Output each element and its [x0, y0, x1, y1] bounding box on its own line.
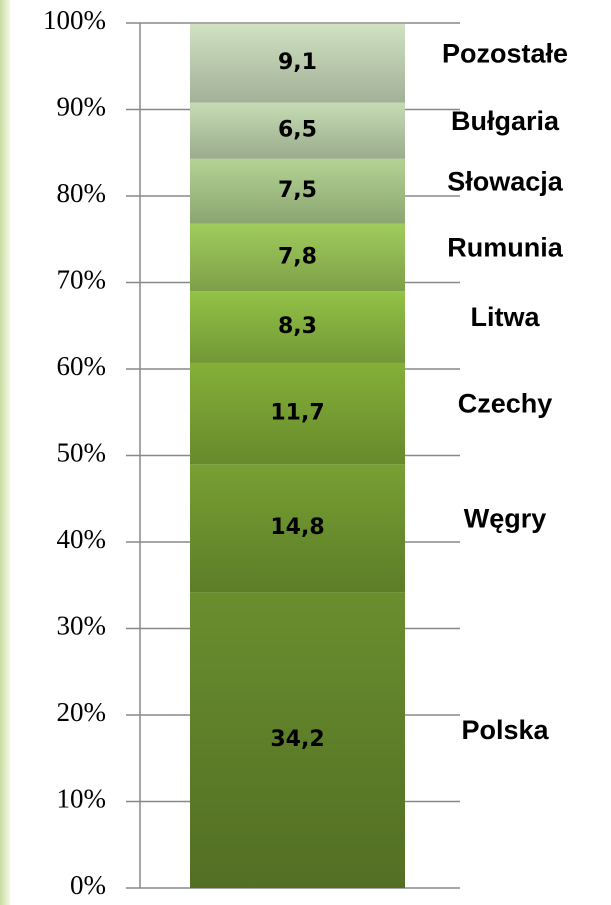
segment-shade [190, 223, 405, 292]
data-label: 9,1 [278, 50, 317, 75]
series-label: Pozostałe [442, 38, 568, 68]
data-label: 34,2 [270, 727, 324, 752]
data-label: 6,5 [278, 118, 317, 143]
series-label: Słowacja [447, 166, 564, 196]
series-label: Węgry [464, 503, 547, 533]
data-label: 7,8 [278, 244, 317, 269]
segment-shade [190, 592, 405, 888]
edge-strip [0, 0, 10, 905]
segment-shade [190, 23, 405, 103]
y-tick-label: 10% [57, 784, 107, 814]
series-label: Polska [461, 715, 549, 745]
series-label: Czechy [458, 389, 553, 419]
y-tick-label: 100% [43, 5, 106, 35]
segment-shade [190, 158, 405, 224]
y-tick-label: 50% [57, 438, 107, 468]
data-label: 14,8 [270, 515, 324, 540]
y-tick-label: 30% [57, 611, 107, 641]
y-tick-label: 90% [57, 92, 107, 122]
segment-shade [190, 464, 405, 593]
segment-shade [190, 291, 405, 363]
data-label: 11,7 [270, 401, 324, 426]
y-tick-label: 60% [57, 351, 107, 381]
data-label: 8,3 [278, 314, 317, 339]
segment-shade [190, 362, 405, 465]
data-label: 7,5 [278, 178, 317, 203]
y-tick-label: 80% [57, 178, 107, 208]
segment-shade [190, 102, 405, 159]
series-label: Rumunia [447, 233, 563, 263]
y-tick-label: 70% [57, 265, 107, 295]
series-label: Litwa [470, 302, 540, 332]
y-tick-label: 40% [57, 524, 107, 554]
series-label: Bułgaria [451, 106, 560, 136]
y-tick-label: 0% [70, 870, 106, 900]
y-tick-label: 20% [57, 697, 107, 727]
